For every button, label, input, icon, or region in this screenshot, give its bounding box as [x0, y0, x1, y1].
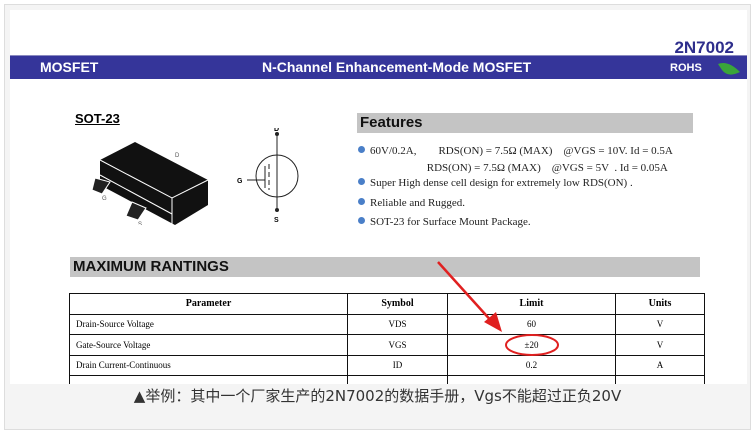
mosfet-symbol: D G S: [237, 128, 299, 223]
svg-text:D: D: [274, 128, 279, 133]
title-band: MOSFET N-Channel Enhancement-Mode MOSFET…: [10, 55, 747, 79]
red-arrow-icon: [437, 261, 495, 325]
feature-item: SOT-23 for Surface Mount Package.: [358, 216, 531, 228]
package-name: SOT-23: [75, 111, 120, 126]
cell: [615, 375, 705, 384]
sot23-package-drawing: D G S: [91, 142, 209, 225]
table-header: Parameter Symbol Limit Units: [69, 293, 705, 315]
svg-text:S: S: [274, 217, 279, 223]
feature-item: Super High dense cell design for extreme…: [358, 177, 633, 189]
feature-item: RDS(ON) = 7.5Ω (MAX) @VGS = 5V . Id = 0.…: [358, 162, 668, 174]
datasheet-image: 2N7002 MOSFET N-Channel Enhancement-Mode…: [10, 10, 747, 384]
feature-item: 60V/0.2A, RDS(ON) = 7.5Ω (MAX) @VGS = 10…: [358, 145, 673, 157]
feature-item: Reliable and Rugged.: [358, 197, 465, 209]
ratings-heading: MAXIMUM RANTINGS: [70, 257, 700, 277]
rohs-label: ROHS: [670, 62, 702, 74]
annotation-overlay: [437, 261, 559, 356]
svg-text:G: G: [102, 196, 107, 202]
features-heading: Features: [357, 113, 693, 133]
device-title: N-Channel Enhancement-Mode MOSFET: [262, 59, 532, 75]
image-caption: ▲举例：其中一个厂家生产的2N7002的数据手册，Vgs不能超过正负20V: [133, 387, 622, 405]
highlight-ellipse: [505, 334, 559, 356]
svg-text:S: S: [138, 222, 142, 225]
table-row: Drain-Source Voltage VDS 60 V: [69, 313, 705, 335]
svg-text:G: G: [237, 178, 243, 185]
table-row: [69, 375, 705, 384]
svg-text:D: D: [175, 153, 180, 159]
ratings-table: Parameter Symbol Limit Units Drain-Sourc…: [69, 293, 705, 384]
part-number: 2N7002: [674, 38, 734, 57]
category: MOSFET: [40, 59, 99, 75]
leaf-icon: [718, 63, 740, 75]
